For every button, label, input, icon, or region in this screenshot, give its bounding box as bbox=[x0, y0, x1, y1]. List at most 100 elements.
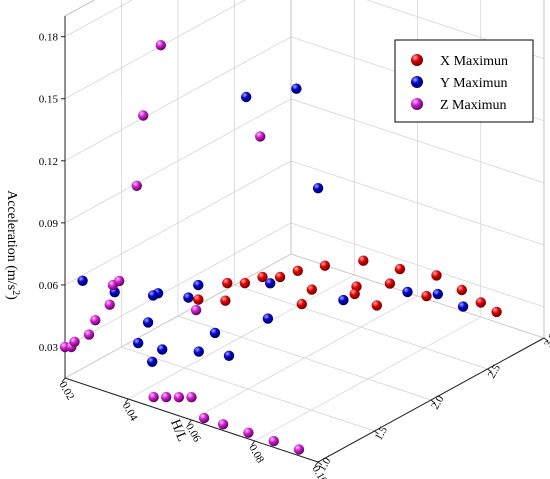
gridline-y-floor bbox=[290, 253, 545, 339]
y-tick-mark bbox=[317, 461, 323, 466]
data-point-y-max bbox=[312, 183, 324, 194]
legend-marker-red bbox=[411, 54, 423, 66]
axes-edges bbox=[61, 0, 549, 467]
data-point-y-max bbox=[291, 83, 302, 94]
gridline-z-left bbox=[64, 0, 133, 37]
data-point-z-max bbox=[114, 275, 125, 287]
data-point-x-max bbox=[394, 263, 406, 275]
y-tick-mark bbox=[430, 399, 436, 404]
data-point-x-max bbox=[491, 306, 502, 318]
z-tick-label: 0.03 bbox=[39, 342, 59, 354]
x-tick-label: 0.08 bbox=[246, 443, 266, 466]
x-axis-label: H/L bbox=[167, 417, 189, 444]
data-point-x-max bbox=[349, 288, 360, 300]
data-points bbox=[59, 40, 502, 455]
data-point-z-max bbox=[161, 391, 172, 403]
data-point-z-max bbox=[173, 392, 185, 403]
data-point-z-max bbox=[90, 315, 101, 326]
data-point-y-max bbox=[133, 337, 144, 349]
data-point-y-max bbox=[147, 356, 158, 367]
data-point-y-max bbox=[77, 275, 88, 286]
z-tick-label: 0.09 bbox=[39, 218, 59, 230]
data-point-x-max bbox=[292, 265, 303, 276]
y-tick-label: 2.5 bbox=[486, 362, 504, 380]
legend-marker-magenta bbox=[411, 98, 423, 110]
legend-item-x: X Maximun bbox=[411, 54, 508, 69]
gridline-y-floor bbox=[121, 346, 375, 432]
data-point-x-max bbox=[358, 255, 369, 266]
data-point-x-max bbox=[222, 277, 233, 289]
legend-label-z: Z Maximun bbox=[440, 98, 507, 113]
legend-label-y: Y Maximun bbox=[440, 76, 508, 91]
y-tick-label: 3.0 bbox=[542, 331, 550, 349]
data-point-y-max bbox=[183, 292, 194, 303]
data-point-y-max bbox=[193, 346, 204, 357]
legend-item-z: Z Maximun bbox=[411, 98, 507, 113]
data-point-x-max bbox=[193, 294, 204, 305]
z-tick-label: 0.15 bbox=[39, 94, 59, 106]
data-point-x-max bbox=[220, 295, 231, 306]
y-tick-label: 1.5 bbox=[373, 424, 391, 442]
data-point-y-max bbox=[147, 290, 159, 301]
legend-label-x: X Maximun bbox=[440, 54, 508, 69]
data-point-z-max bbox=[69, 336, 80, 347]
data-point-y-max bbox=[142, 317, 154, 328]
data-point-x-max bbox=[475, 297, 486, 308]
gridline-y-floor bbox=[234, 284, 488, 370]
data-point-z-max bbox=[138, 110, 149, 121]
legend-item-y: Y Maximun bbox=[411, 76, 508, 91]
data-point-z-max bbox=[104, 299, 115, 310]
data-point-y-max bbox=[157, 344, 168, 355]
legend-marker-blue bbox=[411, 76, 423, 88]
data-point-x-max bbox=[239, 277, 251, 289]
data-point-x-max bbox=[257, 271, 268, 283]
data-point-z-max bbox=[186, 392, 197, 403]
gridline-y-floor bbox=[177, 315, 432, 401]
data-point-x-max bbox=[384, 278, 396, 289]
data-point-z-max bbox=[243, 427, 254, 438]
data-point-x-max bbox=[306, 284, 317, 295]
data-point-z-max bbox=[293, 444, 305, 455]
x-tick-label: 0.02 bbox=[56, 380, 76, 403]
y-tick-mark bbox=[487, 368, 492, 373]
z-tick-label: 0.18 bbox=[39, 32, 59, 44]
data-point-y-max bbox=[457, 301, 469, 312]
x-tick-mark bbox=[314, 461, 319, 467]
data-point-x-max bbox=[296, 298, 307, 310]
x-tick-mark bbox=[61, 377, 66, 383]
data-point-x-max bbox=[456, 284, 467, 296]
z-tick-label: 0.12 bbox=[39, 156, 58, 168]
x-tick-mark bbox=[251, 440, 256, 446]
z-tick-label: 0.06 bbox=[39, 280, 59, 292]
data-point-z-max bbox=[131, 180, 142, 191]
x-tick-mark bbox=[124, 398, 129, 404]
data-point-z-max bbox=[148, 391, 159, 403]
data-point-z-max bbox=[190, 304, 202, 316]
data-point-x-max bbox=[371, 300, 382, 311]
data-point-x-max bbox=[421, 290, 432, 302]
data-point-y-max bbox=[338, 294, 349, 306]
data-point-y-max bbox=[262, 313, 274, 324]
z-axis-label: Acceleration (m/s2) bbox=[4, 190, 22, 300]
y-tick-mark bbox=[374, 430, 379, 435]
data-point-z-max bbox=[83, 329, 95, 340]
data-point-y-max bbox=[241, 91, 252, 103]
data-point-y-max bbox=[193, 279, 204, 291]
data-point-y-max bbox=[402, 286, 413, 298]
data-point-z-max bbox=[155, 40, 166, 51]
data-point-x-max bbox=[274, 271, 286, 283]
data-point-x-max bbox=[319, 260, 331, 271]
data-point-y-max bbox=[223, 350, 235, 361]
data-point-y-max bbox=[209, 327, 221, 339]
y-tick-label: 2.0 bbox=[429, 393, 447, 411]
data-point-z-max bbox=[198, 412, 210, 424]
data-point-x-max bbox=[431, 270, 442, 281]
data-point-z-max bbox=[268, 435, 279, 447]
data-point-z-max bbox=[217, 419, 229, 430]
data-point-y-max bbox=[265, 278, 276, 289]
x-tick-label: 0.04 bbox=[120, 401, 140, 424]
data-point-z-max bbox=[255, 131, 266, 142]
legend: X Maximun Y Maximun Z Maximun bbox=[394, 39, 534, 123]
